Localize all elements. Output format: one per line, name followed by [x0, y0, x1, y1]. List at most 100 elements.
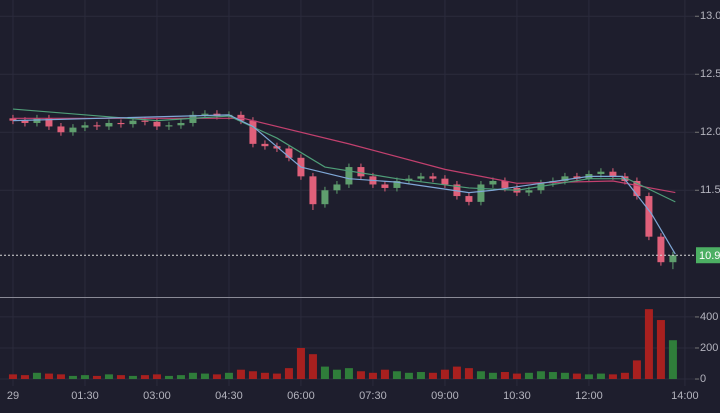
volume-bar	[416, 372, 425, 380]
volume-bar	[44, 373, 53, 380]
volume-bar	[524, 372, 533, 380]
y-tick-label: 11.5	[700, 184, 720, 196]
volume-bar	[68, 375, 77, 380]
volume-bar	[344, 368, 353, 380]
volume-bar	[548, 372, 557, 380]
y-tick-label: 400	[700, 311, 718, 323]
candle-body	[561, 176, 569, 181]
candle-body	[81, 125, 89, 128]
volume-bar	[248, 371, 257, 380]
volume-bar	[644, 309, 653, 380]
candle-body	[57, 126, 65, 133]
volume-bar	[488, 372, 497, 380]
volume-bar	[260, 372, 269, 380]
volume-bar	[236, 369, 245, 380]
candle-body	[525, 190, 533, 193]
candle-body	[201, 113, 209, 115]
candle-body	[117, 122, 125, 125]
volume-bar	[596, 373, 605, 380]
candle-body	[45, 118, 53, 127]
volume-bar	[608, 374, 617, 380]
candle-body	[141, 120, 149, 122]
candle-body	[129, 120, 137, 125]
x-tick-label: 14:00	[671, 390, 699, 402]
candle-body	[69, 127, 77, 133]
volume-bar	[656, 320, 665, 380]
volume-bar	[308, 354, 317, 380]
x-tick-label: 03:00	[143, 390, 171, 402]
x-tick-label: 04:30	[215, 390, 243, 402]
y-tick-label: 12.0	[700, 126, 720, 138]
candle-body	[153, 121, 161, 127]
volume-bar	[536, 371, 545, 380]
y-tick-label: 200	[700, 342, 718, 354]
candle-body	[489, 180, 497, 185]
volume-bar	[392, 371, 401, 380]
volume-bar	[512, 373, 521, 380]
volume-bar	[116, 375, 125, 380]
candle-body	[477, 184, 485, 202]
candle-body	[429, 176, 437, 179]
candle-body	[177, 122, 185, 126]
volume-bar	[476, 371, 485, 380]
x-tick-label: 06:00	[287, 390, 315, 402]
candle-body	[393, 180, 401, 188]
volume-bar	[104, 374, 113, 380]
volume-bar	[20, 375, 29, 380]
volume-bar	[80, 375, 89, 380]
candle-body	[501, 180, 509, 188]
volume-bar	[560, 372, 569, 380]
candle-body	[669, 255, 677, 263]
volume-bar	[188, 372, 197, 380]
volume-bar	[164, 375, 173, 380]
volume-bar	[668, 340, 677, 380]
x-tick-label: 29	[7, 390, 19, 402]
candle-body	[645, 196, 653, 237]
volume-bar	[152, 374, 161, 380]
moving-average-line	[12, 117, 676, 194]
volume-bar	[464, 368, 473, 380]
volume-bar	[380, 369, 389, 380]
candle-body	[633, 180, 641, 197]
x-tick-label: 10:30	[503, 390, 531, 402]
candle-body	[333, 184, 341, 191]
volume-bar	[500, 372, 509, 380]
volume-bar	[356, 371, 365, 380]
volume-bar	[56, 374, 65, 380]
candle-body	[357, 167, 365, 177]
volume-bar	[8, 374, 17, 380]
candle-body	[309, 176, 317, 205]
candle-body	[321, 190, 329, 205]
volume-bar	[428, 372, 437, 380]
x-tick-label: 07:30	[359, 390, 387, 402]
volume-bar	[176, 375, 185, 380]
candle-body	[9, 118, 17, 121]
candle-body	[417, 176, 425, 179]
volume-bar	[440, 369, 449, 380]
candle-body	[105, 122, 113, 127]
volume-bar	[368, 372, 377, 380]
moving-average-line	[12, 108, 676, 203]
volume-bar	[584, 374, 593, 380]
candle-body	[441, 178, 449, 185]
candle-body	[465, 196, 473, 202]
candle-body	[249, 120, 257, 144]
volume-bar	[632, 360, 641, 380]
candle-body	[597, 171, 605, 175]
candle-body	[93, 125, 101, 127]
candle-body	[261, 143, 269, 147]
volume-bar	[572, 373, 581, 380]
candle-body	[609, 171, 617, 177]
y-tick-label: 0	[700, 373, 706, 385]
volume-bar	[128, 375, 137, 380]
candle-body	[657, 236, 665, 263]
volume-bar	[140, 375, 149, 380]
x-tick-label: 12:00	[575, 390, 603, 402]
volume-bar	[284, 368, 293, 380]
volume-bar	[272, 373, 281, 380]
candle-body	[285, 148, 293, 158]
volume-bar	[320, 366, 329, 380]
y-tick-label: 12.5	[700, 68, 720, 80]
